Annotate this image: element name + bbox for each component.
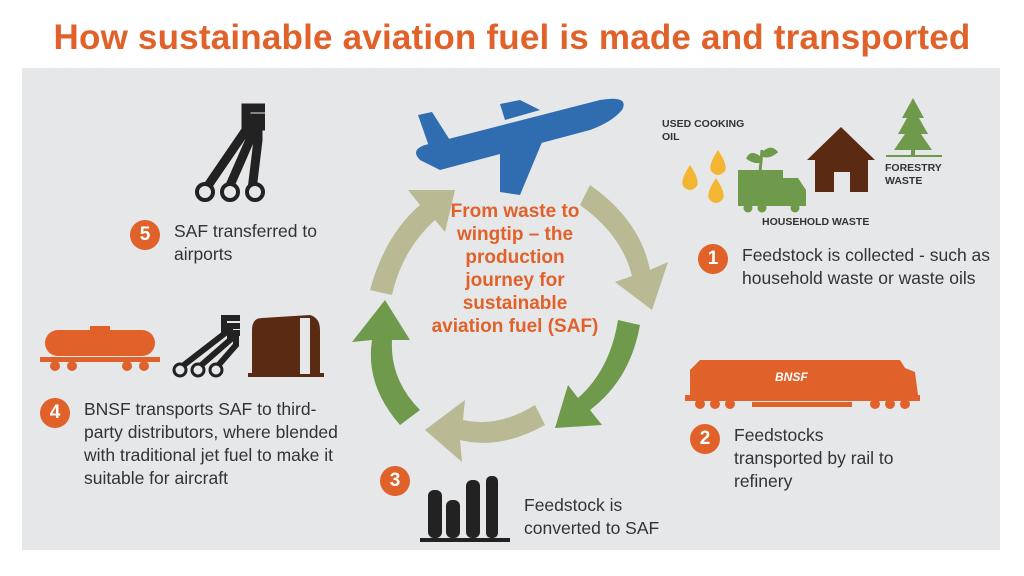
pipeline-small-icon [172, 315, 240, 378]
house-icon [807, 127, 875, 192]
center-caption: From waste to wingtip – the production j… [431, 201, 599, 337]
garbage-truck-icon [738, 147, 806, 213]
step-1: 1 Feedstock is collected - such as house… [698, 244, 998, 290]
airplane-icon [416, 98, 624, 195]
step-3-badge-wrap: 3 [380, 466, 424, 496]
step-5: 5 SAF transferred to airports [130, 220, 344, 266]
step-text: SAF transferred to airports [174, 221, 317, 264]
step-number-badge: 3 [380, 466, 410, 496]
step-number-badge: 4 [40, 398, 70, 428]
pipeline-icon [195, 103, 265, 202]
arrow-2 [555, 320, 640, 428]
tank-car-icon [40, 326, 160, 371]
bnsf-logo: BNSF [775, 370, 808, 384]
storage-tank-icon [248, 315, 324, 377]
label-household-waste: HOUSEHOLD WASTE [762, 216, 870, 228]
cycle-arrows [352, 185, 668, 462]
refinery-icon [420, 476, 510, 542]
step-text: Feedstocks transported by rail to refine… [734, 425, 894, 491]
bnsf-locomotive-icon [685, 360, 920, 409]
step-number-badge: 2 [690, 424, 720, 454]
arrow-5 [370, 190, 455, 295]
step-number-badge: 1 [698, 244, 728, 274]
label-used-cooking-oil: USED COOKING OIL [662, 118, 745, 143]
step-4: 4 BNSF transports SAF to third-party dis… [40, 398, 354, 490]
oil-drops-icon [682, 150, 726, 203]
arrow-4 [352, 300, 420, 425]
step-text: BNSF transports SAF to third-party distr… [84, 399, 338, 488]
step-number-badge: 5 [130, 220, 160, 250]
step-text: Feedstock is collected - such as househo… [742, 245, 991, 288]
step-3: Feedstock is converted to SAF [524, 494, 699, 540]
page-title: How sustainable aviation fuel is made an… [53, 18, 971, 57]
label-forestry-waste: FORESTRY WASTE [885, 162, 942, 187]
tree-icon [886, 98, 942, 157]
step-2: 2 Feedstocks transported by rail to refi… [690, 424, 914, 493]
arrow-1 [580, 185, 668, 310]
step-text: Feedstock is converted to SAF [524, 495, 660, 538]
arrow-3 [425, 400, 545, 462]
